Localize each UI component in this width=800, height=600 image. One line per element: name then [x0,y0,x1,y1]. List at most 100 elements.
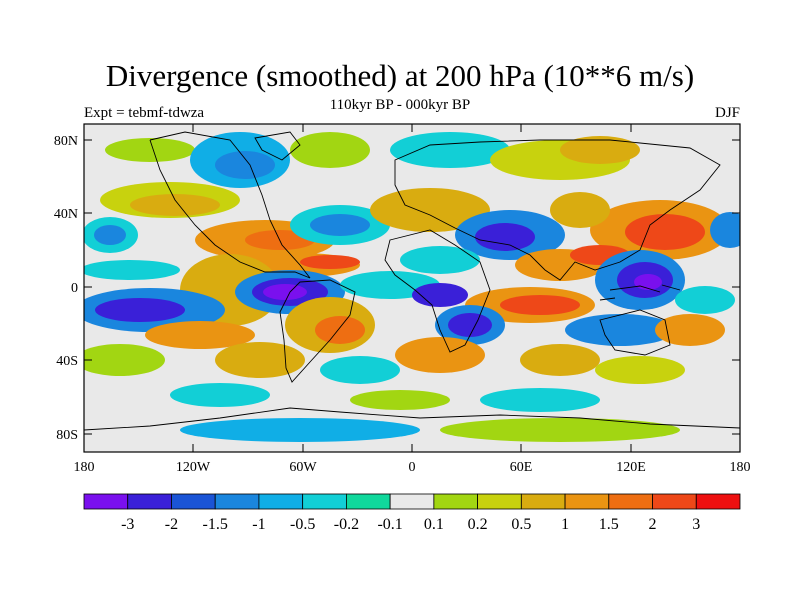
field-patch [215,151,275,179]
north-america-coast [149,131,311,279]
colorbar-label: 0.2 [468,516,488,533]
colorbar-swatch [214,493,260,510]
lon-tick-60E: 60E [510,124,533,475]
lon-tick-60W: 60W [289,124,317,475]
field-patch [595,356,685,384]
plot-title: Divergence (smoothed) at 200 hPa (10**6 … [105,58,695,93]
colorbar-label: -1 [252,516,265,533]
colorbar-label: 1 [561,516,569,533]
colorbar-swatch [477,493,522,510]
lon-tick-180W: 180 [74,444,95,475]
field-patch [84,344,165,376]
south-america-coast [279,279,356,383]
lon-label-180-right: 180 [730,460,751,475]
lat-label-40N: 40N [54,207,78,222]
colorbar-label: 0.1 [424,516,444,533]
colorbar-swatch [345,493,391,510]
field-patch [625,214,705,250]
maritime-continent-coast [599,284,681,301]
field-patch [448,313,492,337]
field-patch [412,283,468,307]
field-patch [500,295,580,315]
colorbar-swatch [520,493,566,510]
colorbar-label: 0.5 [511,516,531,533]
field-patch [290,132,370,168]
lon-label-120W: 120W [176,460,211,475]
colorbar-swatch [258,493,304,510]
lat-label-40S: 40S [56,354,78,369]
colorbar-label: -3 [121,516,134,533]
field-patch [95,298,185,322]
field-patch [550,192,610,228]
colorbar-swatch [695,493,741,510]
longitude-axis: 180 120W 60W 0 60E 120E 180 [74,124,751,475]
colorbar-swatch [433,493,479,510]
colorbar-swatch [564,493,610,510]
lon-tick-180E: 180 [730,444,751,475]
latitude-axis: 80N 40N 0 40S 80S [54,134,740,443]
lon-label-60E: 60E [510,460,533,475]
colorbar-swatch [608,493,653,510]
field-patch [520,344,600,376]
field-patch [395,337,485,373]
lat-label-80N: 80N [54,134,78,149]
field-patch [310,214,370,236]
lat-tick-40N: 40N [54,207,740,222]
colorbar-label: 1.5 [599,516,619,533]
colorbar-label: -0.2 [334,516,359,533]
field-patch [440,418,680,442]
australia-coast [599,309,671,356]
colorbar-swatch [652,493,697,510]
lon-tick-120E: 120E [616,124,646,475]
field-patch [400,246,480,274]
colorbar-swatch [302,493,347,510]
field-patch [560,136,640,164]
field-patch [170,383,270,407]
antarctica-coast [84,407,740,431]
experiment-label: Expt = tebmf-tdwza [84,105,205,121]
field-patch [94,225,126,245]
divergence-field [84,124,740,452]
lon-label-120E: 120E [616,460,646,475]
lon-tick-120W: 120W [176,124,211,475]
eurasia-coast [394,139,721,281]
colorbar-label: -2 [165,516,178,533]
field-patch [675,286,735,314]
colorbar-label: -0.1 [377,516,402,533]
lat-label-80S: 80S [56,428,78,443]
colorbar-swatch [389,493,435,510]
plot-subtitle: 110kyr BP - 000kyr BP [329,97,471,113]
coastlines [84,131,740,431]
field-patch [180,418,420,442]
lat-tick-40S: 40S [56,354,740,369]
field-patch [634,274,662,290]
colorbar-swatch [171,493,216,510]
colorbar: -3 -2 -1.5 -1 -0.5 -0.2 -0.1 0.1 0.2 0.5 1 1.5 2 3 [83,493,741,533]
field-patch [215,342,305,378]
lon-tick-0: 0 [409,124,416,475]
lon-label-0: 0 [409,460,416,475]
field-patch [84,260,180,280]
colorbar-label: -0.5 [290,516,315,533]
field-patch [390,132,510,168]
field-patch [480,388,600,412]
field-patch [350,390,450,410]
lat-tick-80N: 80N [54,134,740,149]
lat-tick-0: 0 [71,281,740,296]
greenland-coast [254,131,301,161]
field-patch [105,138,195,162]
africa-coast [384,229,491,353]
colorbar-swatch [83,493,129,510]
field-patch [263,284,307,300]
colorbar-label: 2 [649,516,657,533]
colorbar-label: 3 [692,516,700,533]
season-label: DJF [714,105,740,121]
colorbar-label: -1.5 [203,516,228,533]
field-patch [130,194,220,216]
lon-label-180-left: 180 [74,460,95,475]
field-patch [565,314,675,346]
field-patch [370,188,490,232]
lon-label-60W: 60W [289,460,317,475]
field-patch [145,321,255,349]
